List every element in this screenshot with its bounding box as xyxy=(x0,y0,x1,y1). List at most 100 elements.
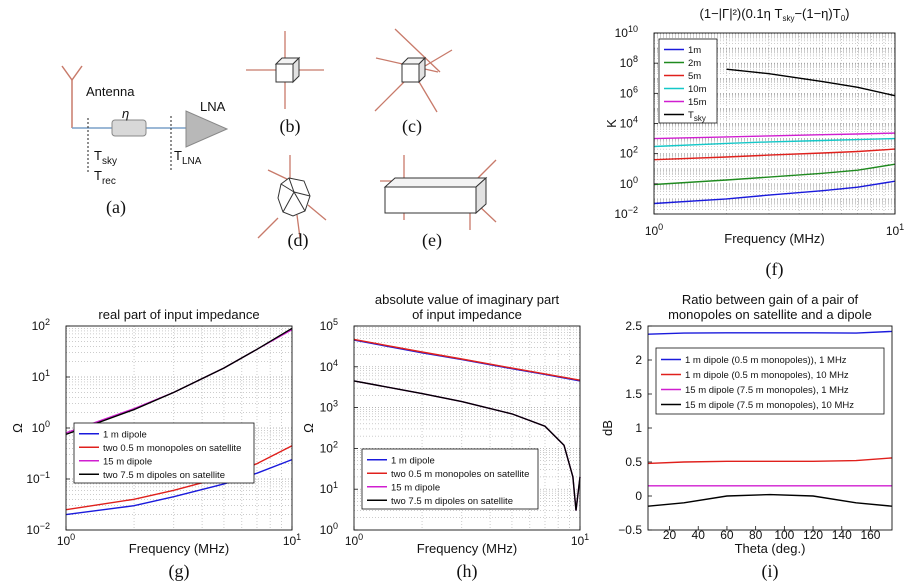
x-axis-label-h: Frequency (MHz) xyxy=(417,541,517,556)
panel-a-schematic: η Antenna LNA Tsky Trec TLNA (a) xyxy=(61,65,229,218)
chart-f: 10−2 100 102 104 106 108 1010 100 101 Frequency (… xyxy=(604,6,904,280)
caption-a: (a) xyxy=(106,197,126,218)
legend-box xyxy=(73,422,255,484)
legend-label: 2m xyxy=(688,58,701,69)
y-tick-label: 105 xyxy=(320,317,338,333)
legend-label: Tsky xyxy=(688,110,706,123)
chart-title-g: real part of input impedance xyxy=(98,307,259,322)
panel-d-sketch: (d) xyxy=(257,155,327,251)
x-tick-label: 20 xyxy=(663,528,677,542)
chart-h: 100 101 102 103 104 105 100 101 Frequency (MHz) Ω… xyxy=(301,292,589,582)
legend-label: 15 m dipole xyxy=(103,456,152,467)
x-tick-label: 80 xyxy=(749,528,763,542)
legend-i: 1 m dipole (0.5 m monopoles)), 1 MHz 1 m … xyxy=(655,347,885,415)
legend-label: 1 m dipole xyxy=(391,455,435,466)
series-line-f-4 xyxy=(653,132,896,140)
y-tick-label: 2 xyxy=(635,353,642,367)
y-tick-label: 101 xyxy=(320,480,338,496)
legend-label: 15 m dipole (7.5 m monopoles), 10 MHz xyxy=(685,400,854,411)
x-tick-label: 100 xyxy=(57,532,75,548)
t-rec-label: Trec xyxy=(94,168,116,187)
chart-i: −0.5 0 0.5 1 1.5 2 2.5 20 40 60 80 100 120 140 160 Thet… xyxy=(600,292,893,582)
panel-b-sketch: (b) xyxy=(246,31,324,137)
x-axis-label-f: Frequency (MHz) xyxy=(724,231,824,246)
ticks-h xyxy=(353,325,581,531)
y-tick-label: 1.5 xyxy=(625,387,642,401)
y-tick-label: 104 xyxy=(620,115,638,131)
y-tick-label: 102 xyxy=(32,317,50,333)
x-tick-label: 101 xyxy=(283,532,301,548)
y-tick-label: 103 xyxy=(320,399,338,415)
legend-g: 1 m dipole two 0.5 m monopoles on satelli… xyxy=(73,422,255,484)
legend-label: 1 m dipole (0.5 m monopoles), 10 MHz xyxy=(685,370,849,381)
polyhedron-icon xyxy=(277,177,311,217)
y-axis-label-g: Ω xyxy=(10,423,25,433)
y-tick-label: 102 xyxy=(620,145,638,161)
grid-h xyxy=(354,326,580,530)
y-tick-label: 102 xyxy=(320,439,338,455)
legend-label: 10m xyxy=(688,84,707,95)
x-tick-label: 60 xyxy=(720,528,734,542)
legend-label: two 0.5 m monopoles on satellite xyxy=(391,469,529,480)
attenuator-box xyxy=(111,119,147,137)
ticks-i xyxy=(648,325,871,531)
antenna-icon xyxy=(61,65,83,128)
t-sky-label: Tsky xyxy=(94,148,117,167)
legend-label: 1 m dipole (0.5 m monopoles)), 1 MHz xyxy=(685,355,847,366)
chart-g: 10−2 10−1 100 101 102 100 101 Frequency (MHz) Ωr… xyxy=(10,307,301,582)
legend-label: 15m xyxy=(688,97,707,108)
t-lna-label: TLNA xyxy=(174,148,202,167)
ticks-f xyxy=(653,32,896,215)
x-tick-label: 101 xyxy=(886,222,904,238)
y-tick-label: 108 xyxy=(620,54,638,70)
y-tick-label: 0 xyxy=(635,489,642,503)
legend-label: 5m xyxy=(688,71,701,82)
series-line-f-5 xyxy=(726,68,896,97)
legend-h: 1 m dipole two 0.5 m monopoles on satelli… xyxy=(361,448,539,510)
x-axis-label-i: Theta (deg.) xyxy=(735,541,806,556)
series-line-i-1 xyxy=(647,457,893,465)
series-line-g-1 xyxy=(65,445,293,511)
chart-title-i: monopoles on satellite and a dipole xyxy=(668,307,872,322)
y-axis-label-h: Ω xyxy=(301,423,316,433)
y-axis-label-f: K xyxy=(604,119,619,128)
legend-box xyxy=(655,347,885,415)
y-tick-label: 100 xyxy=(32,419,50,435)
x-tick-label: 120 xyxy=(803,528,823,542)
y-tick-label: −0.5 xyxy=(618,523,642,537)
y-tick-label: 10−1 xyxy=(26,470,50,486)
legend-label: 1m xyxy=(688,45,701,56)
series-line-i-3 xyxy=(647,493,893,507)
y-tick-label: 101 xyxy=(32,368,50,384)
y-tick-label: 100 xyxy=(320,521,338,537)
y-tick-label: 10−2 xyxy=(26,521,50,537)
series-line-g-3 xyxy=(65,327,293,436)
y-tick-label: 106 xyxy=(620,84,638,100)
y-tick-label: 1010 xyxy=(615,24,638,40)
caption-g: (g) xyxy=(169,561,190,582)
series-line-h-3 xyxy=(353,380,581,511)
legend-label: two 7.5 m dipoles on satellite xyxy=(103,470,225,481)
caption-f: (f) xyxy=(766,259,784,280)
y-tick-label: 104 xyxy=(320,358,338,374)
caption-e: (e) xyxy=(422,230,442,251)
x-tick-label: 100 xyxy=(774,528,794,542)
cube-icon-tilted xyxy=(400,56,427,84)
legend-box xyxy=(361,448,539,510)
caption-h: (h) xyxy=(457,561,478,582)
x-tick-label: 140 xyxy=(832,528,852,542)
legend-label: 15 m dipole xyxy=(391,482,440,493)
y-axis-label-i: dB xyxy=(600,420,615,436)
box-icon xyxy=(383,176,488,215)
legend-label: two 7.5 m dipoles on satellite xyxy=(391,496,513,507)
series-line-f-1 xyxy=(653,163,896,186)
series-line-g-0 xyxy=(65,458,293,516)
lna-triangle xyxy=(185,110,229,148)
x-tick-label: 40 xyxy=(692,528,706,542)
chart-title-h: absolute value of imaginary part xyxy=(375,292,560,307)
panel-e-sketch: (e) xyxy=(380,155,497,251)
y-tick-label: 100 xyxy=(620,175,638,191)
chart-title-f: (1−|Γ|²)(0.1η Tsky−(1−η)T0) xyxy=(700,6,850,23)
x-axis-label-g: Frequency (MHz) xyxy=(129,541,229,556)
